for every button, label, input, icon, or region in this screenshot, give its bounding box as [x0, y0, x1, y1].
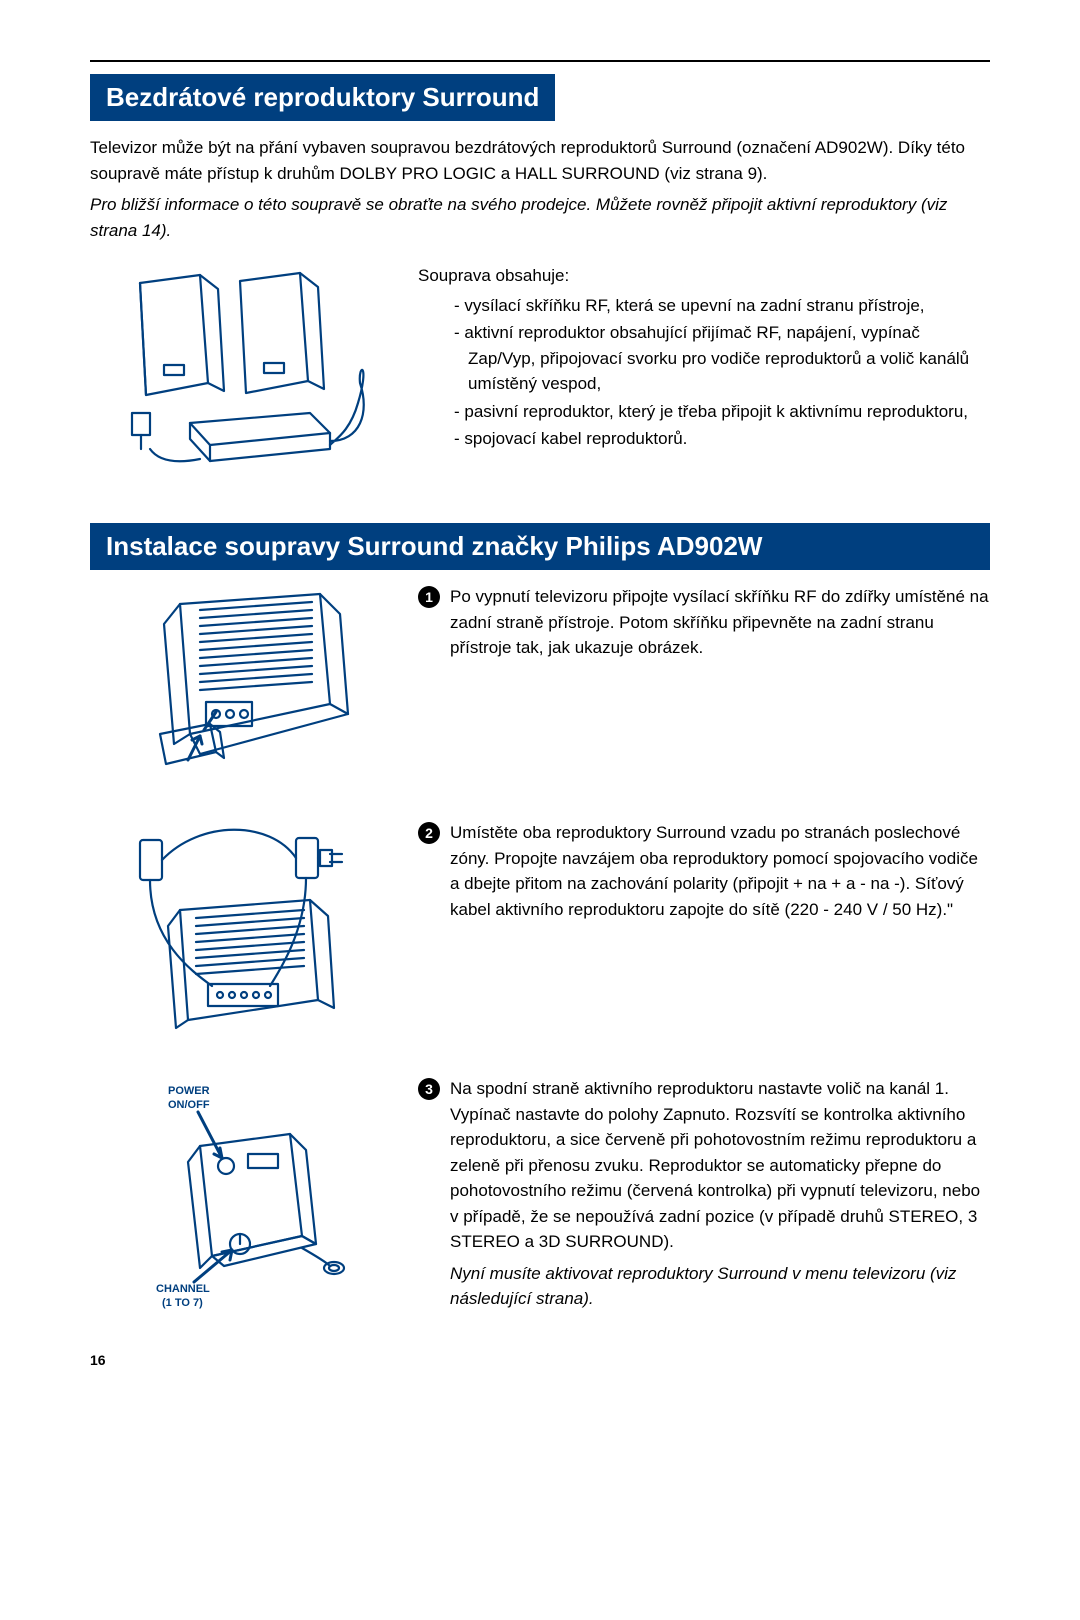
top-rule	[90, 60, 990, 62]
page-number: 16	[90, 1352, 990, 1368]
step1-illustration	[90, 584, 390, 784]
step3-italic: Nyní musíte aktivovat reproduktory Surro…	[450, 1261, 990, 1312]
list-item: - pasivní reproduktor, který je třeba př…	[454, 399, 990, 425]
section1-list: - vysílací skříňku RF, která se upevní n…	[418, 293, 990, 452]
step-number-3: 3	[418, 1078, 440, 1100]
step3-text: Na spodní straně aktivního reproduktoru …	[450, 1079, 980, 1251]
section1-intro-italic: Pro bližší informace o této soupravě se …	[90, 192, 990, 243]
step2-text: Umístěte oba reproduktory Surround vzadu…	[450, 820, 990, 922]
section1-illustration	[90, 263, 390, 483]
power-label: POWER	[168, 1085, 210, 1097]
onoff-label: ON/OFF	[168, 1099, 210, 1111]
step2-illustration	[90, 820, 390, 1040]
step-number-1: 1	[418, 586, 440, 608]
list-item: - vysílací skříňku RF, která se upevní n…	[454, 293, 990, 319]
section1-list-intro: Souprava obsahuje:	[418, 263, 990, 289]
channel-range-label: (1 TO 7)	[162, 1297, 203, 1309]
list-item: - aktivní reproduktor obsahující přijíma…	[454, 320, 990, 397]
channel-label: CHANNEL	[156, 1283, 210, 1295]
section1-title: Bezdrátové reproduktory Surround	[90, 74, 555, 121]
step1-text: Po vypnutí televizoru připojte vysílací …	[450, 584, 990, 661]
section1-intro: Televizor může být na přání vybaven soup…	[90, 135, 990, 186]
step-number-2: 2	[418, 822, 440, 844]
list-item: - spojovací kabel reproduktorů.	[454, 426, 990, 452]
step3-illustration: POWER ON/OFF CHANNEL (1 TO 7)	[90, 1076, 390, 1316]
section2-title: Instalace soupravy Surround značky Phili…	[90, 523, 990, 570]
